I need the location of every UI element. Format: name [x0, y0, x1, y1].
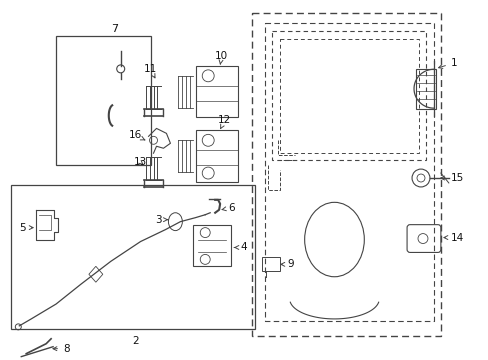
Text: 11: 11 [143, 64, 157, 78]
Text: 6: 6 [222, 203, 234, 213]
Bar [11, 185, 254, 329]
Text: 2: 2 [132, 336, 139, 346]
Bar [193, 225, 231, 266]
Text: 12: 12 [218, 116, 231, 129]
Text: 3: 3 [155, 215, 167, 225]
Text: 15: 15 [440, 173, 463, 183]
Text: 14: 14 [443, 233, 463, 243]
Bar [271, 31, 425, 160]
Bar [56, 36, 150, 165]
Text: 5: 5 [19, 222, 33, 233]
Text: 8: 8 [53, 344, 69, 354]
Text: 13: 13 [133, 157, 146, 167]
Text: 9: 9 [280, 259, 294, 269]
Bar [262, 257, 279, 271]
Text: 4: 4 [234, 243, 246, 252]
Text: 10: 10 [215, 51, 228, 64]
Text: 1: 1 [438, 58, 456, 68]
Bar [196, 66, 238, 117]
Bar [279, 39, 418, 153]
Bar [196, 130, 238, 182]
Bar [415, 69, 435, 109]
Text: 7: 7 [111, 24, 118, 34]
Text: 16: 16 [128, 130, 144, 140]
Bar [251, 13, 440, 336]
Bar [264, 23, 433, 321]
